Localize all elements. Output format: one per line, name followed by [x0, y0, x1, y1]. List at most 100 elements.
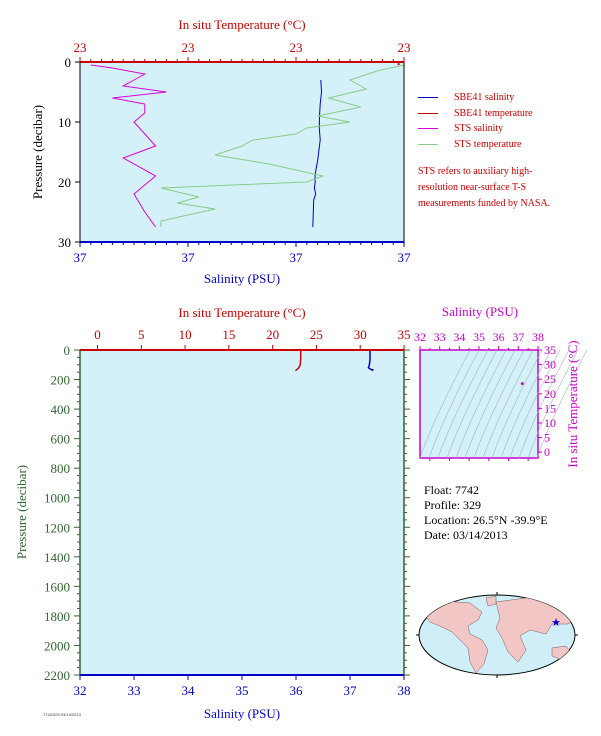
density-contour [428, 349, 480, 459]
ts-temperature-tick-label: 10 [544, 416, 556, 430]
pressure-tick-label: 1800 [44, 609, 70, 624]
pressure-tick-label: 1600 [44, 579, 70, 594]
salinity-tick-label: 33 [128, 683, 141, 698]
pressure-tick-label: 1000 [44, 491, 70, 506]
legend-item-sbe41-temperature: SBE41 temperature [418, 106, 568, 122]
density-contour [491, 349, 543, 459]
ts-salinity-tick-label: 33 [434, 330, 446, 344]
salinity-tick-label: 37 [74, 250, 88, 265]
series-line-0 [312, 79, 323, 228]
ts-salinity-tick-label: 34 [453, 330, 465, 344]
pressure-tick-label: 2200 [44, 668, 70, 683]
temperature-tick-label: 23 [182, 40, 195, 55]
pressure-tick-label: 10 [58, 115, 71, 130]
map-land-americas [421, 600, 489, 674]
salinity-tick-label: 36 [290, 683, 304, 698]
salinity-tick-label: 37 [344, 683, 358, 698]
density-contour [473, 349, 525, 459]
temperature-tick-label: 23 [290, 40, 303, 55]
series-line-3 [160, 64, 405, 227]
ts-temperature-tick-label: 30 [544, 358, 556, 372]
density-contour [509, 349, 561, 459]
ts-salinity-tick-label: 36 [493, 330, 505, 344]
float-number: Float: 7742 [424, 483, 480, 497]
salinity-tick-label: 38 [398, 683, 411, 698]
density-contour [437, 349, 489, 459]
salinity-tick-label: 37 [182, 250, 196, 265]
ts-salinity-tick-label: 35 [473, 330, 485, 344]
pressure-tick-label: 0 [65, 55, 72, 70]
full-profile-plot-area [80, 350, 404, 675]
pressure-tick-label: 1200 [44, 520, 70, 535]
ts-temperature-tick-label: 15 [544, 401, 556, 415]
full-profile-pressure-axis-label: Pressure (decibar) [14, 465, 29, 559]
density-contour [464, 349, 516, 459]
float-info: Float: 7742 Profile: 329 Location: 26.5°… [424, 483, 548, 543]
density-contour [446, 349, 498, 459]
near-surface-salinity-axis-label: Salinity (PSU) [204, 271, 280, 286]
pressure-tick-label: 200 [51, 373, 71, 388]
pressure-tick-label: 30 [58, 235, 71, 250]
salinity-tick-label: 32 [74, 683, 87, 698]
near-surface-plot-area [80, 62, 404, 242]
ts-temperature-tick-label: 35 [544, 343, 556, 357]
legend: SBE41 salinity SBE41 temperature STS sal… [418, 90, 568, 212]
temperature-tick-label: 35 [398, 327, 411, 342]
ts-diagram-salinity-axis-label: Salinity (PSU) [442, 304, 518, 319]
full-profile-salinity-axis-label: Salinity (PSU) [204, 706, 280, 721]
legend-label: SBE41 salinity [454, 92, 515, 103]
salinity-tick-label: 34 [182, 683, 196, 698]
legend-item-sts-temperature: STS temperature [418, 137, 568, 153]
near-surface-pressure-axis-label: Pressure (decibar) [30, 105, 45, 199]
temperature-tick-label: 15 [222, 327, 235, 342]
series-line-2 [90, 64, 167, 228]
legend-swatch-icon [418, 97, 438, 99]
legend-item-sbe41-salinity: SBE41 salinity [418, 90, 568, 106]
full-profile-temperature-axis-label: In situ Temperature (°C) [178, 305, 305, 320]
temperature-tick-label: 20 [266, 327, 279, 342]
legend-swatch-icon [418, 128, 438, 130]
map-land-africa-eurasia [495, 595, 575, 663]
legend-swatch-icon [418, 112, 438, 114]
float-location-star-icon: ★ [551, 617, 561, 629]
salinity-tick-label: 37 [398, 250, 412, 265]
density-contour [455, 349, 507, 459]
ts-salinity-tick-label: 37 [512, 330, 524, 344]
profile-date: Date: 03/14/2013 [424, 528, 508, 542]
temperature-tick-label: 23 [398, 40, 411, 55]
ts-temperature-tick-label: 5 [544, 431, 550, 445]
pressure-tick-label: 0 [64, 343, 71, 358]
legend-label: STS temperature [454, 138, 522, 150]
profile-line-0 [294, 350, 302, 372]
legend-label: STS salinity [454, 123, 504, 134]
pressure-tick-label: 400 [51, 402, 71, 417]
ts-temperature-tick-label: 0 [544, 445, 550, 459]
temperature-tick-label: 23 [74, 40, 87, 55]
near-surface-panel: 0 10 20 30 23 23 23 23 37 37 37 37 In situ Temperat… [30, 17, 411, 286]
figure-stamp: 7742/329 03/14/2013 [43, 712, 81, 717]
temperature-tick-label: 30 [354, 327, 367, 342]
temperature-tick-label: 25 [310, 327, 323, 342]
density-contour [536, 349, 588, 459]
density-contour [527, 349, 579, 459]
legend-swatch-icon [418, 143, 438, 145]
ts-point [520, 382, 524, 386]
salinity-tick-label: 35 [236, 683, 249, 698]
density-contour [518, 349, 570, 459]
ts-temperature-tick-label: 25 [544, 372, 556, 386]
density-contour [419, 349, 471, 459]
sts-footnote: STS refers to auxiliary high-resolution … [418, 166, 551, 209]
ts-temperature-tick-label: 20 [544, 387, 556, 401]
pressure-tick-label: 600 [51, 432, 71, 447]
pressure-tick-label: 1400 [44, 550, 70, 565]
profile-line-1 [367, 350, 375, 372]
temperature-tick-label: 10 [179, 327, 192, 342]
pressure-tick-label: 800 [51, 461, 71, 476]
temperature-tick-label: 5 [138, 327, 145, 342]
float-location: Location: 26.5°N -39.9°E [424, 513, 548, 527]
ts-salinity-tick-label: 32 [414, 330, 426, 344]
temperature-tick-label: 0 [94, 327, 101, 342]
density-contour [500, 349, 552, 459]
